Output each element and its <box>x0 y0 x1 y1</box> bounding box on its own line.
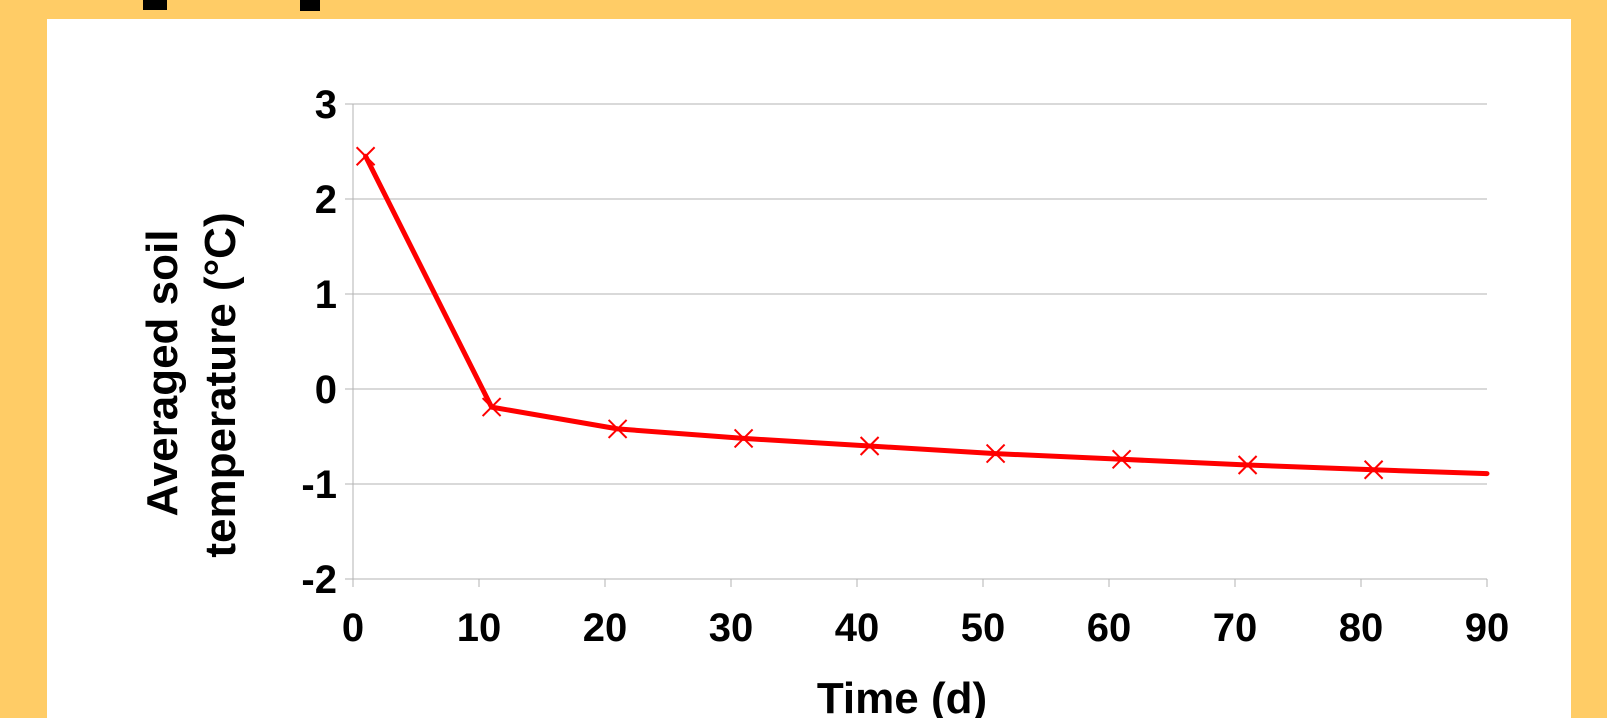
chart-panel: 3 2 1 0 -1 -2 0 10 20 30 40 50 60 70 80 90 Averaged so… <box>47 19 1571 718</box>
x-axis-label: Time (d) <box>817 674 987 718</box>
x-tick-label-30: 30 <box>709 606 754 650</box>
data-point-0-1 <box>481 397 502 417</box>
y-tick-label-3: 3 <box>315 83 337 127</box>
heading-fragment-glyph-2 <box>300 0 320 11</box>
y-tick-label-2: 2 <box>315 178 337 222</box>
x-tick-label-0: 0 <box>342 606 364 650</box>
x-tick-label-40: 40 <box>835 606 880 650</box>
marker-stroke-b-0 <box>355 146 376 166</box>
x-tick-label-70: 70 <box>1213 606 1258 650</box>
y-axis-label-line-1: Averaged soil <box>138 230 187 517</box>
x-tick-label-20: 20 <box>583 606 628 650</box>
marker-stroke-b-5 <box>985 443 1006 464</box>
marker-stroke-b-6 <box>1111 449 1132 470</box>
marker-stroke-b-2 <box>607 419 628 439</box>
data-point-0-5 <box>985 443 1006 464</box>
grid-lines <box>353 103 1487 485</box>
x-tick-labels: 0 10 20 30 40 50 60 70 80 90 <box>342 606 1509 650</box>
marker-stroke-b-7 <box>1237 455 1258 475</box>
x-tick-label-50: 50 <box>961 606 1006 650</box>
marker-stroke-b-3 <box>733 428 754 449</box>
data-point-0-6 <box>1111 449 1132 470</box>
y-tick-labels: 3 2 1 0 -1 -2 <box>301 83 337 602</box>
data-point-0-7 <box>1237 455 1258 475</box>
x-tick-label-90: 90 <box>1465 606 1510 650</box>
y-tick-label-0: 0 <box>315 368 337 412</box>
x-tick-label-80: 80 <box>1339 606 1384 650</box>
axes <box>345 103 1488 587</box>
y-tick-label--2: -2 <box>301 558 337 602</box>
data-point-0-0 <box>355 146 376 166</box>
data-point-0-3 <box>733 428 754 449</box>
marker-stroke-b-4 <box>859 436 880 456</box>
y-tick-label--1: -1 <box>301 463 337 507</box>
series-markers <box>355 146 1384 480</box>
x-tick-label-10: 10 <box>457 606 502 650</box>
y-tick-label-1: 1 <box>315 273 337 317</box>
marker-stroke-b-8 <box>1363 460 1384 480</box>
marker-stroke-b-1 <box>481 397 502 417</box>
data-point-0-8 <box>1363 460 1384 480</box>
series <box>363 153 1490 477</box>
data-point-0-4 <box>859 436 880 456</box>
series-line-0 <box>363 153 1490 477</box>
y-axis-label-line-2: temperature (°C) <box>196 212 245 557</box>
x-tick-label-60: 60 <box>1087 606 1132 650</box>
heading-fragment-glyph-1 <box>143 0 167 10</box>
data-point-0-2 <box>607 419 628 439</box>
